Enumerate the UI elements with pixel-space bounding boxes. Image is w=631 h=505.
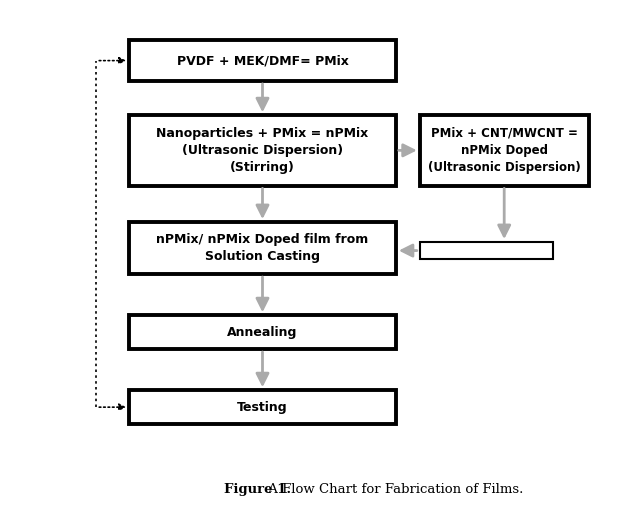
FancyBboxPatch shape	[129, 115, 396, 186]
FancyBboxPatch shape	[420, 115, 589, 186]
Text: Testing: Testing	[237, 400, 288, 414]
Text: PVDF + MEK/DMF= PMix: PVDF + MEK/DMF= PMix	[177, 54, 348, 67]
Text: PMix + CNT/MWCNT =
nPMix Doped
(Ultrasonic Dispersion): PMix + CNT/MWCNT = nPMix Doped (Ultrason…	[428, 127, 581, 174]
FancyBboxPatch shape	[129, 315, 396, 349]
FancyBboxPatch shape	[420, 242, 553, 259]
Text: Annealing: Annealing	[227, 326, 298, 339]
FancyBboxPatch shape	[129, 222, 396, 274]
Text: Nanoparticles + PMix = nPMix
(Ultrasonic Dispersion)
(Stirring): Nanoparticles + PMix = nPMix (Ultrasonic…	[156, 127, 369, 174]
Text: nPMix/ nPMix Doped film from
Solution Casting: nPMix/ nPMix Doped film from Solution Ca…	[156, 233, 369, 263]
Text: Figure 1.: Figure 1.	[224, 483, 291, 496]
Text: A Flow Chart for Fabrication of Films.: A Flow Chart for Fabrication of Films.	[264, 483, 523, 496]
FancyBboxPatch shape	[129, 390, 396, 424]
FancyBboxPatch shape	[129, 40, 396, 81]
